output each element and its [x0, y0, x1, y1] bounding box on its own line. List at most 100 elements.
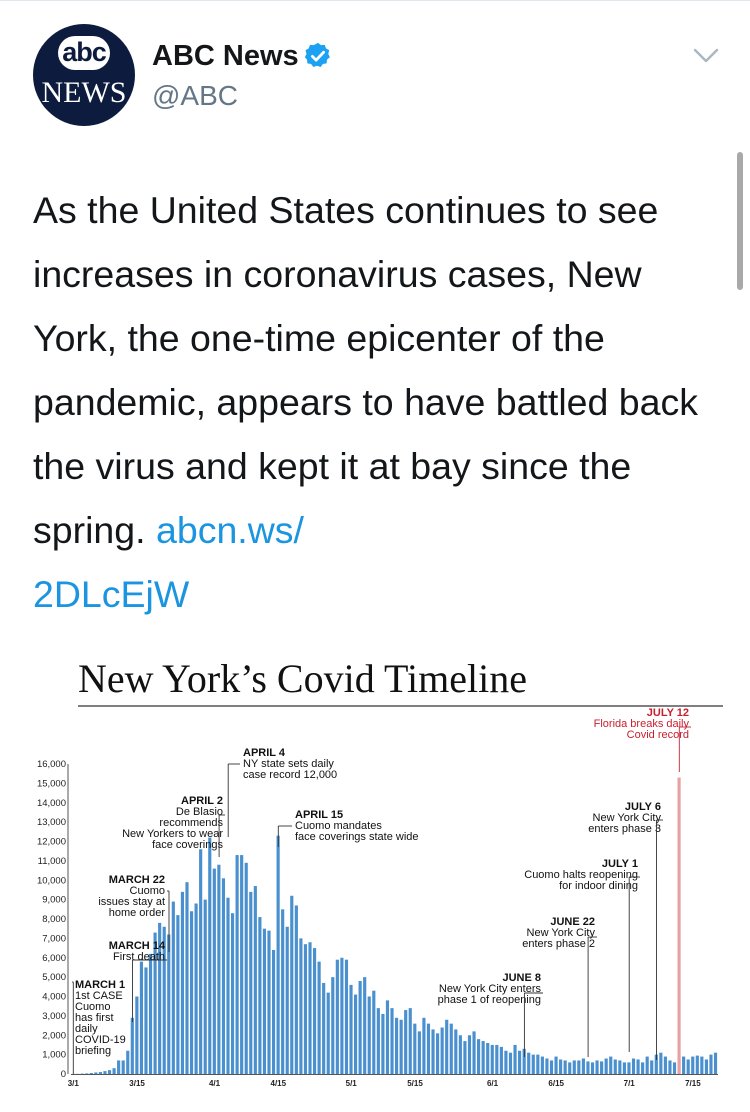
- bar-highlight-marker: [677, 777, 681, 1074]
- bar: [103, 1071, 107, 1074]
- bar: [294, 905, 298, 1074]
- y-tick-label: 2,000: [42, 1030, 66, 1041]
- annotation-date: APRIL 2: [181, 795, 223, 807]
- bar: [221, 878, 226, 1074]
- bar: [235, 855, 239, 1074]
- annotation-text: enters phase 3: [588, 823, 661, 835]
- bar: [94, 1072, 98, 1074]
- y-tick-label: 9,000: [42, 895, 66, 906]
- bar: [303, 944, 308, 1074]
- bar: [308, 942, 312, 1074]
- bar: [271, 950, 276, 1074]
- bar: [709, 1054, 713, 1075]
- bar: [112, 1068, 116, 1074]
- bar: [349, 984, 353, 1075]
- avatar-abc-logo: abc: [58, 36, 110, 70]
- bar: [686, 1059, 690, 1074]
- bar: [130, 1017, 134, 1074]
- covid-timeline-chart[interactable]: New York’s Covid Timeline 0 1,000 2,000 3,0…: [33, 652, 723, 1092]
- annotation-date: APRIL 4: [243, 747, 286, 759]
- bar: [312, 948, 317, 1074]
- bar: [176, 915, 180, 1075]
- bar: [208, 837, 212, 1075]
- bar: [194, 903, 198, 1074]
- tweet-link[interactable]: abcn.ws/2DLcEjW: [33, 509, 304, 615]
- y-tick-label: 7,000: [42, 933, 66, 944]
- bar: [568, 1062, 572, 1075]
- annotation-text: Cuomo: [130, 885, 165, 897]
- annotation-text: briefing: [75, 1045, 111, 1057]
- bar: [426, 1023, 431, 1075]
- annotation-text: has first: [75, 1012, 114, 1024]
- bar: [554, 1056, 558, 1074]
- bar: [385, 1000, 390, 1075]
- bar: [326, 992, 330, 1075]
- bar: [185, 882, 189, 1074]
- x-tick-label: 4/1: [209, 1079, 221, 1088]
- bar: [98, 1072, 102, 1074]
- bar: [531, 1054, 535, 1075]
- bar: [363, 977, 367, 1075]
- bar: [609, 1056, 613, 1074]
- x-tick-label: 4/15: [271, 1079, 287, 1088]
- annotation-text: First death: [113, 951, 165, 963]
- annotation-date: JUNE 22: [550, 916, 595, 928]
- bar: [695, 1055, 699, 1074]
- bar: [144, 967, 148, 1074]
- bar: [107, 1070, 112, 1075]
- annotation-text: De Blasio: [176, 806, 223, 818]
- x-tick-label: 3/1: [68, 1079, 80, 1088]
- bar: [481, 1041, 485, 1074]
- bar: [85, 1073, 89, 1075]
- bar: [367, 996, 371, 1074]
- bar: [572, 1060, 576, 1074]
- x-tick-label: 7/1: [624, 1079, 636, 1088]
- x-tick-label: 3/15: [129, 1079, 145, 1088]
- bar: [577, 1060, 581, 1074]
- bar: [631, 1058, 636, 1074]
- bar: [153, 932, 157, 1074]
- bar: [618, 1060, 622, 1074]
- avatar[interactable]: abc NEWS: [33, 24, 135, 126]
- bar: [340, 957, 344, 1074]
- annotation-text: New Yorkers to wear: [122, 828, 223, 840]
- bar: [540, 1056, 544, 1074]
- bar: [590, 1062, 595, 1075]
- annotation-date: JULY 1: [602, 858, 638, 870]
- bar: [559, 1059, 563, 1074]
- bar: [641, 1062, 645, 1075]
- x-tick-label: 6/15: [548, 1079, 564, 1088]
- bar: [244, 862, 248, 1074]
- chevron-down-icon[interactable]: [692, 46, 720, 66]
- bar: [622, 1062, 626, 1075]
- account-handle[interactable]: @ABC: [152, 80, 238, 111]
- y-tick-label: 8,000: [42, 914, 66, 925]
- bar: [431, 1029, 435, 1074]
- bar: [422, 1017, 426, 1074]
- y-axis: 0 1,000 2,000 3,000 4,000 5,000 6,000 7,000 8,00…: [37, 759, 69, 1080]
- bar: [230, 913, 235, 1074]
- x-tick-label: 5/15: [407, 1079, 423, 1088]
- bar: [217, 864, 221, 1074]
- annotation-text: Covid record: [627, 729, 689, 741]
- scrollbar[interactable]: [737, 152, 743, 290]
- bar: [636, 1059, 640, 1074]
- top-divider: [0, 0, 750, 1]
- bar: [449, 1023, 453, 1075]
- bar: [281, 909, 285, 1074]
- bar: [290, 895, 294, 1074]
- annotation-text: enters phase 2: [522, 938, 595, 950]
- y-tick-label: 12,000: [37, 837, 66, 848]
- y-tick-label: 1,000: [42, 1050, 66, 1061]
- bar: [353, 994, 358, 1074]
- account-name[interactable]: ABC News: [152, 40, 299, 72]
- annotation-date: MARCH 1: [75, 979, 125, 991]
- bar: [249, 891, 253, 1075]
- chart-title: New York’s Covid Timeline: [78, 656, 527, 701]
- annotation-date: MARCH 14: [109, 940, 166, 952]
